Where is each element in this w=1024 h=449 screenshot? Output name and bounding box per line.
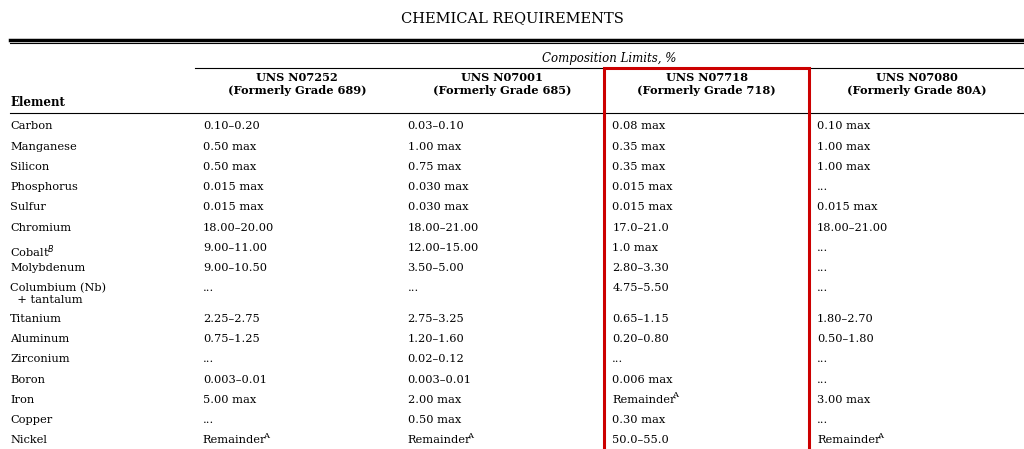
Text: ...: ... (817, 182, 828, 192)
Text: Iron: Iron (10, 395, 35, 405)
Text: 2.00 max: 2.00 max (408, 395, 461, 405)
Text: 0.006 max: 0.006 max (612, 374, 673, 385)
Text: 0.015 max: 0.015 max (612, 182, 673, 192)
Text: 0.10 max: 0.10 max (817, 121, 870, 132)
Text: 0.50 max: 0.50 max (203, 162, 256, 172)
Text: 2.25–2.75: 2.25–2.75 (203, 314, 259, 324)
Text: Manganese: Manganese (10, 142, 77, 152)
Text: 1.00 max: 1.00 max (817, 142, 870, 152)
Text: Sulfur: Sulfur (10, 202, 46, 212)
Text: 0.03–0.10: 0.03–0.10 (408, 121, 464, 132)
Text: 0.30 max: 0.30 max (612, 415, 666, 425)
Text: 0.50 max: 0.50 max (203, 142, 256, 152)
Text: + tantalum: + tantalum (10, 295, 83, 304)
Text: UNS N07718
(Formerly Grade 718): UNS N07718 (Formerly Grade 718) (637, 72, 776, 96)
Text: ...: ... (408, 283, 419, 293)
Text: ...: ... (817, 374, 828, 385)
Text: Zirconium: Zirconium (10, 354, 70, 365)
Text: Remainder: Remainder (817, 436, 881, 445)
Text: ...: ... (203, 283, 214, 293)
Text: ...: ... (817, 243, 828, 253)
Text: ...: ... (203, 354, 214, 365)
Text: 4.75–5.50: 4.75–5.50 (612, 283, 669, 293)
Text: Composition Limits, %: Composition Limits, % (542, 52, 677, 65)
Text: 9.00–10.50: 9.00–10.50 (203, 263, 266, 273)
Text: 9.00–11.00: 9.00–11.00 (203, 243, 266, 253)
Text: 0.75–1.25: 0.75–1.25 (203, 334, 259, 344)
Text: A: A (877, 432, 883, 440)
Text: UNS N07001
(Formerly Grade 685): UNS N07001 (Formerly Grade 685) (432, 72, 571, 96)
Text: Chromium: Chromium (10, 223, 72, 233)
Text: 1.80–2.70: 1.80–2.70 (817, 314, 873, 324)
Text: 1.20–1.60: 1.20–1.60 (408, 334, 464, 344)
Text: Silicon: Silicon (10, 162, 49, 172)
Text: A: A (467, 432, 473, 440)
Text: ...: ... (817, 415, 828, 425)
Text: 0.65–1.15: 0.65–1.15 (612, 314, 669, 324)
Text: ...: ... (817, 354, 828, 365)
Text: UNS N07252
(Formerly Grade 689): UNS N07252 (Formerly Grade 689) (227, 72, 367, 96)
Text: 0.030 max: 0.030 max (408, 182, 468, 192)
Text: 0.003–0.01: 0.003–0.01 (203, 374, 266, 385)
Text: ...: ... (203, 415, 214, 425)
Text: Nickel: Nickel (10, 436, 47, 445)
Text: UNS N07080
(Formerly Grade 80A): UNS N07080 (Formerly Grade 80A) (847, 72, 986, 96)
Text: 1.0 max: 1.0 max (612, 243, 658, 253)
Text: Remainder: Remainder (408, 436, 471, 445)
Text: 18.00–21.00: 18.00–21.00 (817, 223, 889, 233)
Text: 0.50–1.80: 0.50–1.80 (817, 334, 873, 344)
Text: Carbon: Carbon (10, 121, 53, 132)
Text: 0.75 max: 0.75 max (408, 162, 461, 172)
Text: Aluminum: Aluminum (10, 334, 70, 344)
Text: 18.00–20.00: 18.00–20.00 (203, 223, 274, 233)
Text: 50.0–55.0: 50.0–55.0 (612, 436, 669, 445)
Text: 3.00 max: 3.00 max (817, 395, 870, 405)
Text: 0.030 max: 0.030 max (408, 202, 468, 212)
Text: Remainder: Remainder (612, 395, 676, 405)
Text: 0.02–0.12: 0.02–0.12 (408, 354, 464, 365)
Text: 0.35 max: 0.35 max (612, 142, 666, 152)
Text: Cobalt$^B$: Cobalt$^B$ (10, 243, 55, 260)
Text: 0.003–0.01: 0.003–0.01 (408, 374, 471, 385)
Text: 0.10–0.20: 0.10–0.20 (203, 121, 259, 132)
Text: A: A (262, 432, 268, 440)
Text: 12.00–15.00: 12.00–15.00 (408, 243, 479, 253)
Text: 0.50 max: 0.50 max (408, 415, 461, 425)
Text: 2.80–3.30: 2.80–3.30 (612, 263, 669, 273)
Text: Boron: Boron (10, 374, 45, 385)
Text: 0.20–0.80: 0.20–0.80 (612, 334, 669, 344)
Text: Molybdenum: Molybdenum (10, 263, 85, 273)
Text: CHEMICAL REQUIREMENTS: CHEMICAL REQUIREMENTS (400, 11, 624, 25)
Text: ...: ... (817, 263, 828, 273)
Text: Remainder: Remainder (203, 436, 266, 445)
Text: Element: Element (10, 96, 66, 109)
Text: 1.00 max: 1.00 max (408, 142, 461, 152)
Text: 0.015 max: 0.015 max (203, 202, 263, 212)
Text: 17.0–21.0: 17.0–21.0 (612, 223, 669, 233)
Text: 3.50–5.00: 3.50–5.00 (408, 263, 464, 273)
Text: 0.015 max: 0.015 max (817, 202, 878, 212)
Text: 1.00 max: 1.00 max (817, 162, 870, 172)
Text: 2.75–3.25: 2.75–3.25 (408, 314, 464, 324)
Text: 18.00–21.00: 18.00–21.00 (408, 223, 479, 233)
Text: ...: ... (612, 354, 624, 365)
Text: Titanium: Titanium (10, 314, 62, 324)
Text: Phosphorus: Phosphorus (10, 182, 78, 192)
Text: ...: ... (817, 283, 828, 293)
Text: 5.00 max: 5.00 max (203, 395, 256, 405)
Text: 0.015 max: 0.015 max (612, 202, 673, 212)
Text: 0.015 max: 0.015 max (203, 182, 263, 192)
Text: A: A (672, 392, 678, 400)
Text: 0.08 max: 0.08 max (612, 121, 666, 132)
Text: 0.35 max: 0.35 max (612, 162, 666, 172)
Text: Copper: Copper (10, 415, 52, 425)
Text: Columbium (Nb): Columbium (Nb) (10, 283, 106, 294)
